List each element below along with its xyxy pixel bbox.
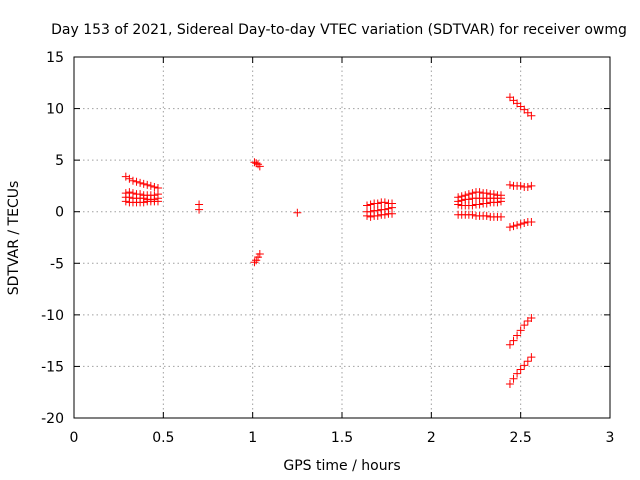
data-point <box>125 174 134 183</box>
data-point <box>373 211 382 220</box>
data-point <box>527 353 536 362</box>
data-point <box>255 250 264 259</box>
data-point <box>255 162 264 171</box>
y-tick-label: 15 <box>46 50 64 66</box>
data-point <box>527 111 536 120</box>
data-point <box>143 180 152 189</box>
data-point <box>516 326 525 335</box>
series-arc-g <box>250 250 264 267</box>
y-tick-label: -20 <box>41 411 64 427</box>
series-arc-q <box>505 180 536 191</box>
series-arc-s <box>505 313 536 349</box>
x-tick-label: 2.5 <box>510 430 532 446</box>
data-point <box>520 219 529 228</box>
data-point <box>513 221 522 230</box>
y-axis-label: SDTVAR / TECUs <box>6 181 22 296</box>
data-point <box>520 321 529 330</box>
x-tick-label: 1.5 <box>331 430 353 446</box>
data-point <box>150 182 159 191</box>
data-point <box>121 197 130 206</box>
data-point <box>497 197 506 206</box>
data-point <box>146 181 155 190</box>
data-point <box>254 160 263 169</box>
data-point <box>468 210 477 219</box>
data-point <box>505 340 514 349</box>
data-point <box>139 179 148 188</box>
series-arc-f <box>250 158 264 171</box>
data-point <box>454 200 463 209</box>
x-tick-label: 2 <box>427 430 436 446</box>
data-point <box>373 199 382 208</box>
data-point <box>380 210 389 219</box>
y-tick-label: -5 <box>50 256 64 272</box>
data-point <box>293 208 302 217</box>
data-point <box>195 200 204 209</box>
tick-layer: 0 0.5 1 1.5 2 2.5 3 15 10 5 0 -5 -10 -15 -20 <box>41 50 614 446</box>
series-arc-o <box>454 210 506 221</box>
data-point <box>493 198 502 207</box>
data-point <box>516 181 525 190</box>
data-point <box>153 197 162 206</box>
data-point <box>136 178 145 187</box>
data-point <box>380 198 389 207</box>
data-point <box>139 198 148 207</box>
data-point <box>475 200 484 209</box>
x-tick-label: 0.5 <box>152 430 174 446</box>
x-tick-label: 0 <box>70 430 79 446</box>
data-point <box>128 176 137 185</box>
data-point <box>250 258 259 267</box>
data-point <box>497 212 506 221</box>
series-arc-h <box>293 208 302 217</box>
x-tick-label: 3 <box>606 430 615 446</box>
series-arc-r <box>505 218 536 232</box>
data-point <box>523 357 532 366</box>
y-tick-label: -15 <box>41 359 64 375</box>
series-arc-e <box>195 200 204 214</box>
series-arc-d <box>121 197 162 207</box>
y-tick-label: 10 <box>46 102 64 118</box>
data-point <box>527 181 536 190</box>
data-point <box>388 209 397 218</box>
data-point <box>516 220 525 229</box>
data-point <box>366 212 375 221</box>
series-arc-a <box>121 172 162 192</box>
data-point <box>366 200 375 209</box>
data-point <box>482 211 491 220</box>
data-point <box>482 199 491 208</box>
y-tick-label: 0 <box>55 205 64 221</box>
series-arc-n <box>454 197 506 210</box>
data-point <box>520 361 529 370</box>
grid-layer <box>74 57 610 418</box>
data-point <box>250 158 259 167</box>
point-layer <box>121 93 536 388</box>
data-point <box>527 313 536 322</box>
x-tick-label: 1 <box>248 430 257 446</box>
data-point <box>363 211 372 220</box>
series-arc-t <box>505 353 536 388</box>
data-point <box>121 172 130 181</box>
data-point <box>505 379 514 388</box>
data-point <box>516 365 525 374</box>
y-tick-label: 5 <box>55 153 64 169</box>
data-point <box>527 218 536 227</box>
data-point <box>509 374 518 383</box>
data-point <box>132 177 141 186</box>
chart-title: Day 153 of 2021, Sidereal Day-to-day VTE… <box>51 22 627 38</box>
data-point <box>468 201 477 210</box>
data-point <box>505 223 514 232</box>
series-arc-p <box>505 93 536 120</box>
data-point <box>513 331 522 340</box>
data-point <box>513 369 522 378</box>
x-axis-label: GPS time / hours <box>283 458 400 474</box>
data-point <box>523 182 532 191</box>
y-tick-label: -10 <box>41 308 64 324</box>
data-point <box>509 222 518 231</box>
data-point <box>505 180 514 189</box>
data-point <box>509 336 518 345</box>
series-arc-k <box>363 209 397 221</box>
